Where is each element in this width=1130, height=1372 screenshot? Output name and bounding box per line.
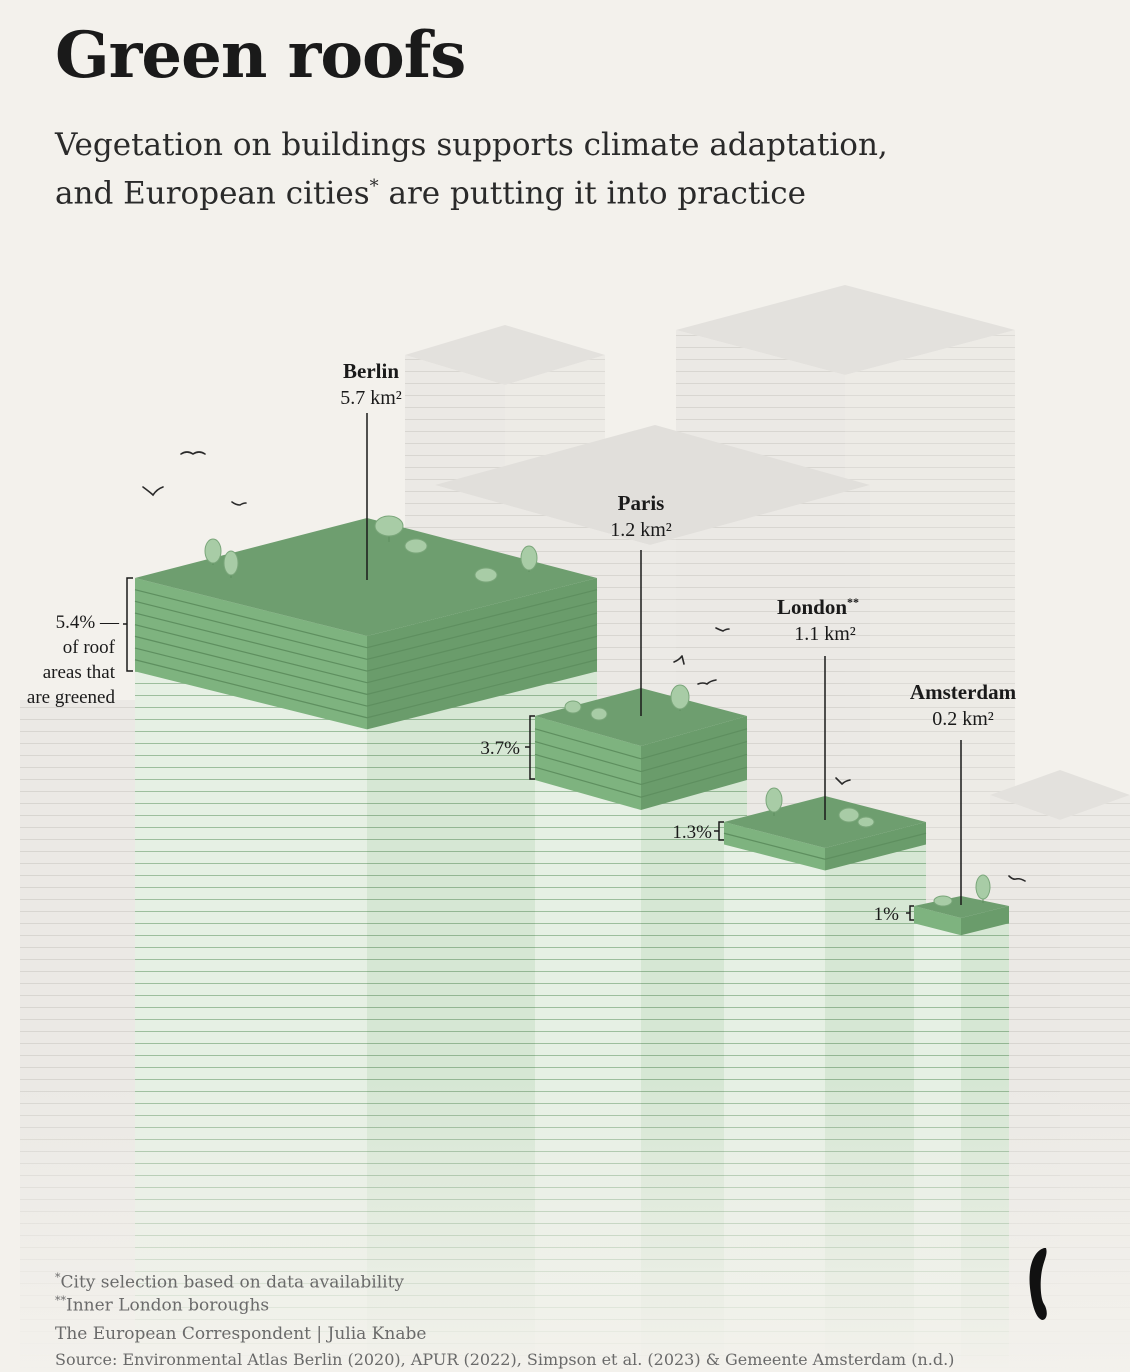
band-stripe [366, 659, 598, 719]
bottom-fade [0, 1080, 1130, 1372]
band-stripe [824, 832, 927, 860]
bird-icon [142, 486, 164, 497]
berlin-annotation-line3: areas that [43, 662, 116, 683]
bracket-amsterdam [906, 905, 914, 921]
bird-icon [1008, 875, 1026, 882]
bird-icon [180, 451, 206, 455]
shrub-icon [590, 707, 608, 721]
area-value-london: 1.1 km² [794, 623, 856, 645]
bird-icon [697, 679, 717, 685]
publisher-logo [1029, 1248, 1047, 1320]
band-stripe [366, 647, 598, 707]
roof-top [135, 518, 597, 636]
green-band-right [641, 716, 747, 811]
city-name-amsterdam: Amsterdam [910, 680, 1017, 704]
page-title: Green roofs [55, 18, 466, 93]
subtitle-footnote-mark: * [369, 176, 379, 197]
band-stripe [134, 635, 368, 695]
tree-icon [374, 515, 404, 542]
band-stripe [134, 600, 368, 660]
credit-line: The European Correspondent | Julia Knabe [55, 1324, 427, 1344]
berlin-annotation-line4: are greened [27, 687, 116, 708]
bird-icon [673, 655, 685, 665]
green-band-left [535, 716, 641, 811]
band-stripe [640, 728, 748, 760]
tree-icon [765, 787, 783, 816]
band-stripe [534, 728, 642, 760]
band-stripe [366, 635, 598, 695]
bracket-paris [525, 715, 535, 780]
band-stripe [723, 832, 826, 860]
city-name-berlin: Berlin [343, 359, 399, 383]
bracket-berlin [123, 577, 133, 672]
page-subtitle: Vegetation on buildings supports climate… [55, 127, 888, 212]
area-value-amsterdam: 0.2 km² [932, 708, 994, 730]
band-stripe [134, 589, 368, 649]
percentage-labels: 5.4% — of roof areas that are greened 3.… [27, 577, 914, 925]
band-stripe [534, 766, 642, 798]
city-name-london: London** [777, 595, 859, 619]
bird-icon [835, 777, 851, 786]
bird-icon [231, 501, 247, 506]
source-line: Source: Environmental Atlas Berlin (2020… [55, 1350, 955, 1369]
band-stripe [640, 766, 748, 798]
tree-icon [520, 545, 538, 572]
area-value-paris: 1.2 km² [610, 519, 672, 541]
shrub-icon [933, 895, 953, 907]
band-stripe [366, 589, 598, 649]
area-value-berlin: 5.7 km² [340, 387, 402, 409]
roof-top [535, 688, 747, 746]
city-name-paris: Paris [618, 491, 665, 515]
band-stripe [640, 741, 748, 773]
tree-icon [670, 684, 690, 711]
band-stripe [640, 753, 748, 785]
green-band-left [914, 906, 961, 936]
tree-icon [204, 538, 222, 565]
footnote-city-selection: *City selection based on data availabili… [55, 1271, 405, 1293]
bracket-london [714, 821, 724, 841]
berlin-annotation-line1: 5.4% — [56, 612, 120, 633]
london-footnote-mark: ** [847, 595, 859, 609]
band-stripe [134, 612, 368, 672]
birds [142, 451, 1026, 882]
shrub-icon [474, 567, 498, 583]
band-stripe [366, 600, 598, 660]
city-labels: Berlin 5.7 km² Paris 1.2 km² London** 1.… [340, 359, 1017, 905]
band-stripe [134, 624, 368, 684]
shrub-icon [564, 700, 582, 714]
shrub-icon [838, 807, 860, 823]
band-stripe [134, 647, 368, 707]
roof-vegetation [204, 515, 991, 907]
pct-london: 1.3% [672, 822, 712, 843]
tree-icon [975, 874, 991, 903]
shrub-icon [857, 816, 875, 828]
footnote-london: **Inner London boroughs [55, 1294, 270, 1316]
band-stripe [534, 753, 642, 785]
green-band-right [961, 906, 1009, 936]
band-stripe [366, 624, 598, 684]
pct-amsterdam: 1% [874, 904, 900, 925]
band-stripe [134, 659, 368, 719]
tree-icon [223, 550, 239, 578]
bird-icon [715, 627, 730, 632]
shrub-icon [404, 538, 428, 554]
berlin-annotation-line2: of roof [63, 637, 116, 658]
band-stripe [366, 612, 598, 672]
pct-paris: 3.7% [480, 738, 520, 759]
band-stripe [534, 741, 642, 773]
